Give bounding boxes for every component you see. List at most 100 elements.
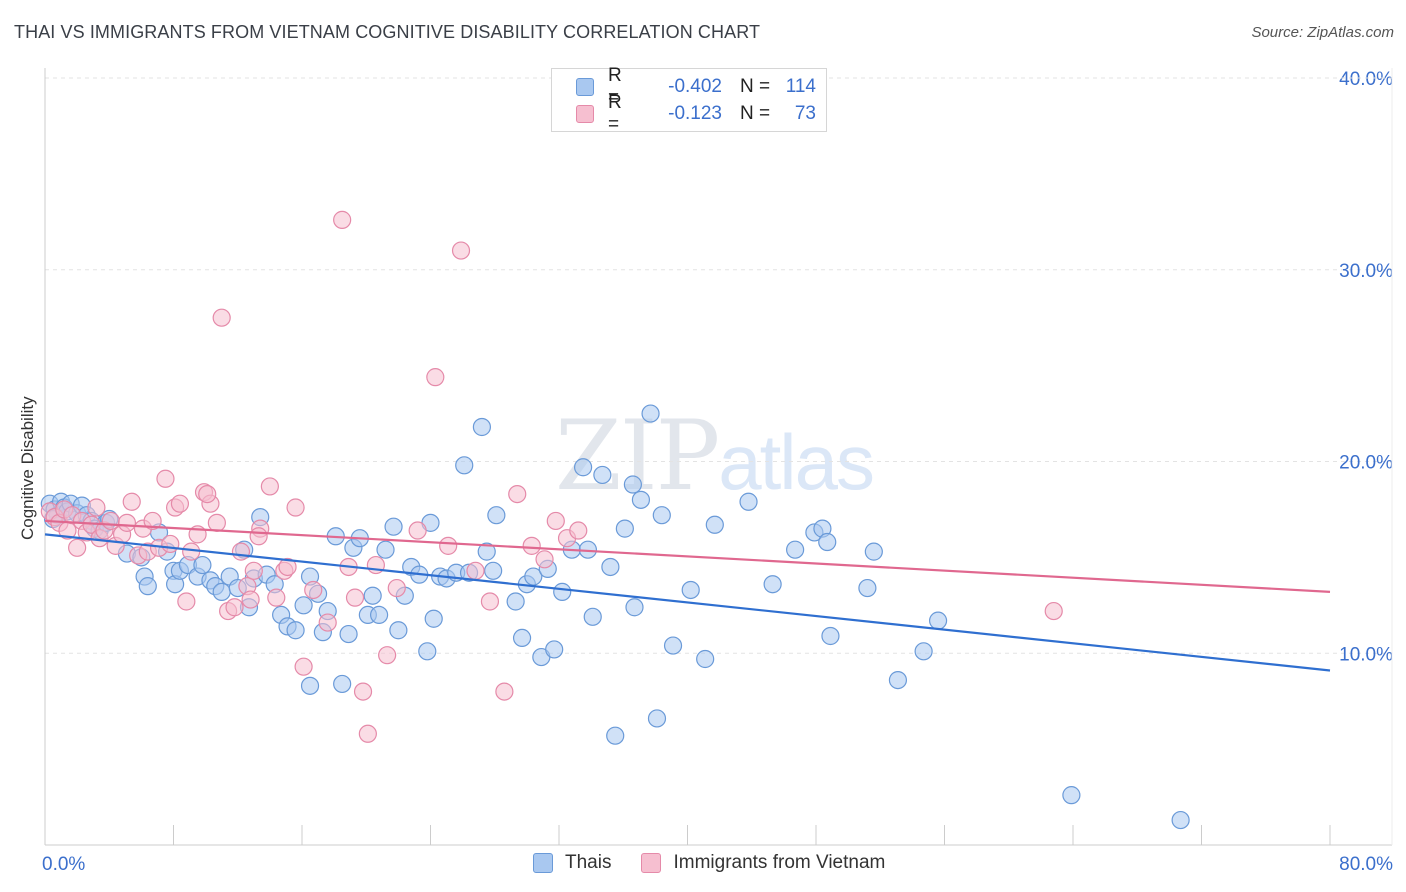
- thai-point: [138, 577, 157, 596]
- chart-title: THAI VS IMMIGRANTS FROM VIETNAM COGNITIV…: [14, 22, 761, 42]
- n-label: N =: [740, 76, 771, 97]
- thai-point: [864, 542, 883, 561]
- thai-point: [888, 670, 908, 690]
- y-tick-label: 10.0%: [1339, 644, 1393, 665]
- thai-point: [821, 626, 840, 646]
- vietnam-point: [117, 513, 137, 532]
- thai-point: [647, 709, 667, 728]
- vietnam-point: [143, 511, 162, 531]
- vietnam-point: [439, 536, 458, 555]
- thais-legend-label: Thais: [565, 852, 612, 873]
- thai-point: [914, 642, 933, 661]
- r-label: R =: [608, 65, 622, 108]
- vietnam-point: [278, 557, 297, 577]
- vietnam-point: [241, 590, 260, 609]
- vietnam-trend-line: [44, 519, 1331, 593]
- thai-point: [696, 649, 715, 669]
- vietnam-legend-swatch: [641, 853, 662, 873]
- vietnam-point: [286, 498, 305, 517]
- vietnam-point: [318, 613, 337, 632]
- thai-point: [545, 640, 564, 659]
- thai-point: [739, 492, 758, 511]
- thai-point: [300, 676, 320, 695]
- thai-point: [487, 506, 506, 525]
- vietnam-point: [87, 498, 106, 517]
- vietnam-point: [522, 536, 541, 555]
- thais-swatch: [576, 78, 594, 96]
- thai-point: [363, 586, 382, 605]
- thai-point: [858, 578, 877, 598]
- n-value: 114: [785, 76, 816, 97]
- vietnam-point: [267, 588, 286, 607]
- vietnam-point: [426, 368, 445, 387]
- vietnam-legend-label: Immigrants from Vietnam: [673, 852, 886, 873]
- vietnam-point: [198, 484, 217, 504]
- vietnam-point: [358, 724, 377, 743]
- vietnam-point: [535, 550, 554, 569]
- thai-point: [606, 726, 625, 745]
- x-tick-label: 80.0%: [1339, 854, 1393, 875]
- thai-point: [376, 540, 395, 559]
- y-tick-label: 20.0%: [1339, 453, 1393, 474]
- series-legend: Thais Immigrants from Vietnam: [533, 852, 915, 874]
- legend-item-vietnam: Immigrants from Vietnam: [641, 852, 885, 874]
- thai-point: [928, 611, 948, 630]
- thai-point: [593, 465, 612, 485]
- vietnam-point: [408, 521, 427, 540]
- vietnam-point: [244, 561, 263, 580]
- legend-row-vietnam: R = -0.123 N = 73: [576, 92, 816, 135]
- thai-point: [615, 519, 634, 538]
- legend-item-thais: Thais: [533, 852, 611, 874]
- vietnam-point: [387, 578, 406, 598]
- thai-trend-line: [44, 533, 1331, 672]
- thai-point: [484, 561, 503, 580]
- r-label: R =: [608, 92, 622, 135]
- vietnam-point: [508, 484, 527, 504]
- thai-point: [786, 540, 805, 559]
- thai-point: [681, 580, 700, 600]
- vietnam-point: [68, 538, 87, 557]
- thai-point: [631, 490, 651, 509]
- thai-point: [573, 458, 593, 477]
- source-label: Source: ZipAtlas.com: [1251, 24, 1394, 41]
- vietnam-swatch: [576, 105, 594, 123]
- n-label: N =: [740, 103, 771, 124]
- vietnam-point: [546, 511, 565, 531]
- vietnam-point: [231, 542, 251, 561]
- thai-point: [512, 628, 532, 648]
- vietnam-point: [161, 534, 180, 554]
- thai-point: [583, 607, 602, 626]
- thai-point: [625, 598, 644, 617]
- vietnam-point: [249, 527, 268, 546]
- n-value: 73: [794, 103, 816, 124]
- thai-point: [1062, 786, 1081, 805]
- x-tick-label: 0.0%: [42, 854, 85, 875]
- vietnam-point: [466, 561, 485, 580]
- vietnam-point: [122, 492, 141, 511]
- vietnam-point: [495, 682, 514, 701]
- vietnam-point: [1044, 601, 1063, 621]
- vietnam-point: [333, 210, 352, 229]
- thais-legend-swatch: [533, 853, 553, 873]
- y-tick-label: 40.0%: [1339, 69, 1393, 90]
- vietnam-point: [304, 580, 323, 600]
- legend-row-thais: R = -0.402 N = 114: [576, 65, 816, 108]
- thai-point: [193, 555, 212, 575]
- thai-point: [553, 582, 572, 601]
- thai-point: [384, 517, 403, 536]
- thai-point: [339, 624, 358, 644]
- thai-point: [455, 456, 474, 475]
- r-value: -0.402: [668, 76, 722, 97]
- vietnam-point: [207, 513, 226, 532]
- thai-point: [212, 582, 231, 601]
- thai-point: [333, 674, 352, 694]
- thai-point: [601, 557, 620, 577]
- thai-point: [506, 592, 525, 611]
- vietnam-point: [345, 588, 365, 607]
- thai-point: [418, 642, 437, 661]
- vietnam-point: [451, 241, 471, 260]
- vietnam-point: [156, 469, 175, 488]
- thai-point: [705, 515, 724, 534]
- vietnam-point: [353, 682, 373, 701]
- r-value: -0.123: [668, 103, 722, 124]
